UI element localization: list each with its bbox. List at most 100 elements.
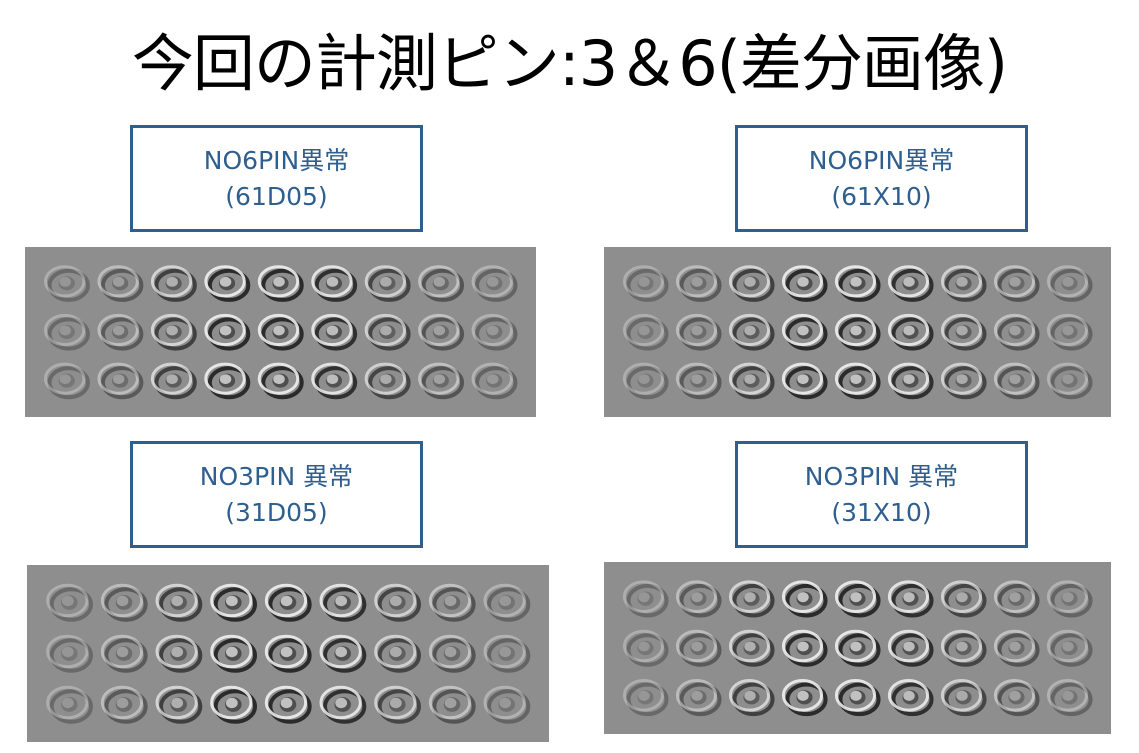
pad-mark [311,362,358,400]
pad-mark [993,629,1040,667]
difference-image-61x10 [604,247,1111,417]
pad-mark [781,265,828,302]
pad-mark [781,679,828,717]
pad-mark [887,679,934,717]
pad-mark [781,362,828,400]
label-pin: NO3PIN 異常 [199,461,354,491]
pad-mark [264,634,312,673]
pad-mark [97,362,144,400]
pad-mark [622,313,669,351]
pad-mark [210,685,258,724]
label-code: (31X10) [831,497,932,527]
label-box-61d05: NO6PIN異常 (61D05) [130,125,423,232]
pad-mark [257,265,304,302]
pad-mark [728,362,775,400]
pad-mark [1046,580,1093,618]
pad-mark [204,362,251,400]
pad-mark [1046,313,1093,351]
pad-mark [471,265,518,302]
label-box-31x10: NO3PIN 異常 (31X10) [735,441,1028,548]
pad-mark [364,362,411,400]
pad-mark [43,362,90,400]
pad-mark [675,580,722,618]
pad-mark [940,580,987,618]
pad-mark [418,362,465,400]
pad-mark [97,265,144,302]
difference-image-31d05 [27,565,549,742]
label-code: (61X10) [831,181,932,211]
pad-mark [264,685,312,724]
pad-mark [100,685,148,724]
pad-mark [728,679,775,717]
pad-mark [257,362,304,400]
pad-mark [418,265,465,302]
pad-mark [100,583,148,622]
pad-mark [150,313,197,351]
pad-mark [622,265,669,302]
label-box-31d05: NO3PIN 異常 (31D05) [130,441,423,548]
pad-mark [728,629,775,667]
pad-mark [43,313,90,351]
pad-mark [150,362,197,400]
pad-mark [940,362,987,400]
pad-mark [834,265,881,302]
pad-mark [311,313,358,351]
pad-mark [374,583,422,622]
pad-mark [374,634,422,673]
pad-mark [264,583,312,622]
pad-mark [319,583,367,622]
pad-mark [940,679,987,717]
pad-mark [471,362,518,400]
difference-image-31x10 [604,562,1111,734]
pad-mark [46,685,94,724]
pad-mark [483,685,531,724]
pad-mark [728,580,775,618]
pad-mark [97,313,144,351]
pad-mark [940,313,987,351]
pad-mark [993,362,1040,400]
pad-mark [364,265,411,302]
pad-mark [311,265,358,302]
label-pin: NO6PIN異常 [808,145,955,175]
pad-mark [887,362,934,400]
pad-mark [257,313,304,351]
pad-mark [100,634,148,673]
pad-mark [781,313,828,351]
pad-mark [46,583,94,622]
pad-mark [155,583,203,622]
label-pin: NO3PIN 異常 [804,461,959,491]
pad-mark [428,634,476,673]
pad-mark [483,634,531,673]
pad-mark [46,634,94,673]
pad-mark [940,629,987,667]
pad-mark [834,313,881,351]
pad-mark [887,265,934,302]
pad-mark [993,265,1040,302]
pad-mark [155,685,203,724]
pad-mark [155,634,203,673]
label-code: (31D05) [225,497,328,527]
pad-mark [1046,362,1093,400]
pad-mark [887,629,934,667]
pad-mark [887,313,934,351]
pad-mark [993,679,1040,717]
pad-mark [1046,265,1093,302]
pad-mark [834,629,881,667]
pad-mark [471,313,518,351]
slide-title: 今回の計測ピン:3＆6(差分画像) [131,27,1008,100]
pad-mark [1046,679,1093,717]
pad-mark [622,580,669,618]
pad-mark [834,362,881,400]
pad-mark [622,362,669,400]
pad-mark [204,265,251,302]
label-box-61x10: NO6PIN異常 (61X10) [735,125,1028,232]
pad-mark [728,313,775,351]
pad-mark [43,265,90,302]
pad-mark [887,580,934,618]
pad-mark [993,313,1040,351]
pad-mark [428,583,476,622]
pad-mark [364,313,411,351]
pad-mark [993,580,1040,618]
pad-mark [418,313,465,351]
pad-mark [150,265,197,302]
